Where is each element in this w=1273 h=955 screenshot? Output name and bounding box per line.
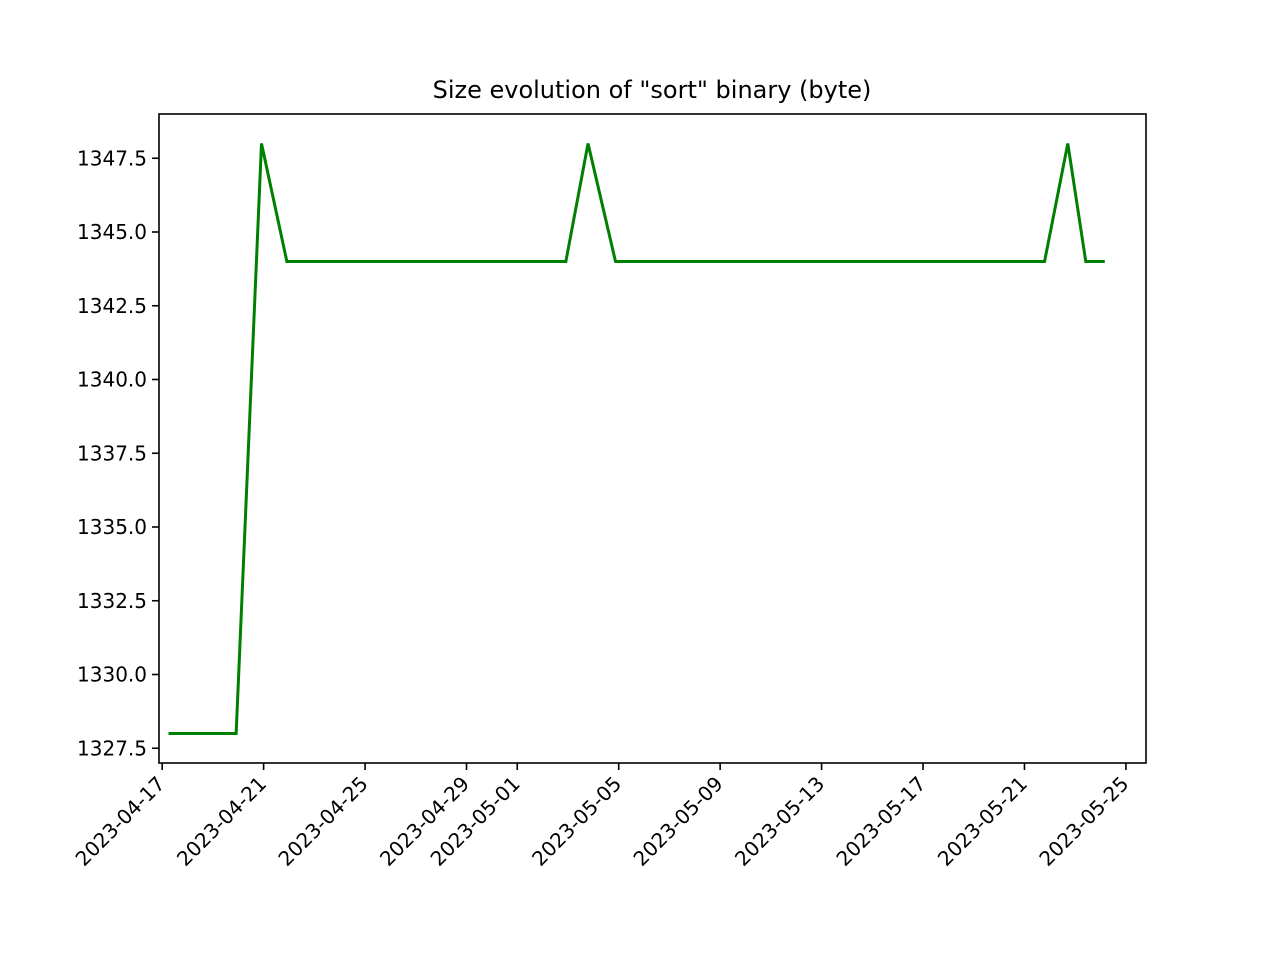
series-line-0: [168, 143, 1105, 735]
y-tick-label: 1340.0: [77, 368, 147, 392]
y-tick-label: 1332.5: [77, 589, 147, 613]
x-tick-label: 2023-04-25: [273, 772, 372, 871]
x-tick-label: 2023-04-21: [172, 772, 271, 871]
y-tick-label: 1327.5: [77, 736, 147, 760]
y-tick-label: 1337.5: [77, 441, 147, 465]
y-tick-label: 1342.5: [77, 294, 147, 318]
x-tick-label: 2023-04-17: [71, 772, 170, 871]
x-tick-label: 2023-05-25: [1034, 772, 1133, 871]
chart-title: Size evolution of "sort" binary (byte): [433, 76, 872, 104]
x-tick-label: 2023-05-21: [933, 772, 1032, 871]
x-tick-label: 2023-05-05: [527, 772, 626, 871]
x-tick-label: 2023-05-17: [831, 772, 930, 871]
x-tick-label: 2023-05-09: [629, 772, 728, 871]
y-tick-label: 1347.5: [77, 146, 147, 170]
y-tick-label: 1335.0: [77, 515, 147, 539]
y-tick-label: 1330.0: [77, 663, 147, 687]
x-tick-label: 2023-05-13: [730, 772, 829, 871]
y-tick-label: 1345.0: [77, 220, 147, 244]
plot-frame: [158, 113, 1147, 764]
